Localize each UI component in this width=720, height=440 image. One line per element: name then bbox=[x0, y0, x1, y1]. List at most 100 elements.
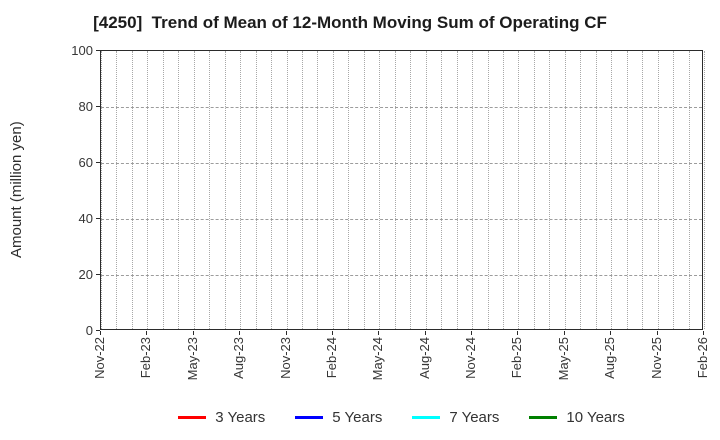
y-tick-mark bbox=[96, 162, 100, 163]
horizontal-gridline bbox=[101, 163, 702, 164]
x-tick-mark bbox=[563, 331, 565, 335]
y-tick-mark bbox=[96, 50, 100, 51]
y-tick-label: 20 bbox=[78, 266, 93, 282]
y-tick-mark bbox=[96, 106, 100, 107]
y-tick-mark bbox=[96, 274, 100, 275]
horizontal-gridline bbox=[101, 275, 702, 276]
x-tick-label: Aug-24 bbox=[416, 337, 432, 379]
vertical-gridline bbox=[425, 51, 427, 329]
x-tick-label: Nov-22 bbox=[92, 337, 107, 379]
x-tick-label: May-25 bbox=[555, 337, 571, 381]
y-tick-label: 0 bbox=[85, 322, 93, 338]
x-tick-mark bbox=[192, 331, 194, 335]
vertical-gridline bbox=[564, 51, 566, 329]
vertical-gridline bbox=[487, 51, 489, 329]
vertical-gridline bbox=[255, 51, 257, 329]
vertical-gridline bbox=[317, 51, 319, 329]
vertical-gridline bbox=[472, 51, 474, 329]
y-tick-mark bbox=[96, 330, 100, 331]
vertical-gridline bbox=[441, 51, 443, 329]
legend-item: 3 Years bbox=[178, 409, 265, 426]
vertical-gridline bbox=[642, 51, 644, 329]
vertical-gridline bbox=[178, 51, 180, 329]
legend-label: 7 Years bbox=[449, 408, 500, 426]
x-tick-label: Feb-26 bbox=[695, 337, 710, 379]
x-tick-label: Feb-24 bbox=[323, 337, 339, 379]
vertical-gridline bbox=[688, 51, 690, 329]
legend-item: 5 Years bbox=[295, 409, 382, 426]
vertical-gridline bbox=[271, 51, 273, 329]
legend-line-swatch bbox=[529, 415, 558, 419]
vertical-gridline bbox=[626, 51, 628, 329]
vertical-gridline bbox=[394, 51, 396, 329]
y-tick-label: 60 bbox=[78, 154, 93, 170]
x-tick-label: Nov-25 bbox=[648, 337, 664, 379]
x-tick-mark bbox=[424, 331, 426, 335]
x-tick-label: Aug-25 bbox=[602, 337, 618, 379]
vertical-gridline bbox=[518, 51, 520, 329]
x-tick-mark bbox=[378, 331, 380, 335]
vertical-gridline bbox=[131, 51, 133, 329]
legend-line-swatch bbox=[295, 415, 324, 419]
y-tick-label: 80 bbox=[78, 98, 93, 114]
x-tick-mark bbox=[331, 331, 333, 335]
x-tick-label: May-23 bbox=[184, 337, 200, 381]
vertical-gridline bbox=[379, 51, 381, 329]
legend-label: 3 Years bbox=[215, 408, 266, 426]
x-tick-mark bbox=[703, 331, 704, 335]
legend: 3 Years 5 Years 7 Years 10 Years bbox=[100, 405, 703, 429]
vertical-gridline bbox=[410, 51, 412, 329]
vertical-gridline bbox=[302, 51, 303, 329]
vertical-gridline bbox=[193, 51, 195, 329]
vertical-gridline bbox=[549, 51, 551, 329]
x-tick-mark bbox=[239, 331, 241, 335]
x-tick-label: Feb-23 bbox=[138, 337, 154, 379]
x-tick-label: Nov-24 bbox=[463, 337, 479, 379]
x-tick-mark bbox=[471, 331, 473, 335]
vertical-gridline bbox=[240, 51, 242, 329]
vertical-gridline bbox=[209, 51, 211, 329]
horizontal-gridline bbox=[101, 107, 702, 108]
vertical-gridline bbox=[224, 51, 226, 329]
vertical-gridline bbox=[286, 51, 288, 329]
y-tick-label: 40 bbox=[78, 210, 93, 226]
plot-area bbox=[100, 50, 705, 330]
legend-item: 7 Years bbox=[412, 409, 499, 426]
x-tick-label: May-24 bbox=[370, 337, 386, 381]
vertical-gridline bbox=[162, 51, 164, 329]
vertical-gridline bbox=[116, 51, 118, 329]
horizontal-gridline bbox=[101, 219, 702, 220]
vertical-gridline bbox=[595, 51, 597, 329]
y-tick-label: 100 bbox=[71, 42, 93, 58]
legend-label: 5 Years bbox=[332, 408, 383, 426]
x-tick-mark bbox=[285, 331, 287, 335]
vertical-gridline bbox=[363, 51, 365, 329]
vertical-gridline bbox=[657, 51, 659, 329]
vertical-gridline bbox=[611, 51, 613, 329]
legend-label: 10 Years bbox=[566, 408, 625, 426]
vertical-gridline bbox=[533, 51, 535, 329]
vertical-gridline bbox=[673, 51, 675, 329]
legend-line-swatch bbox=[412, 415, 441, 419]
vertical-gridline bbox=[503, 51, 504, 329]
vertical-gridline bbox=[348, 51, 350, 329]
x-tick-mark bbox=[100, 331, 101, 335]
x-tick-mark bbox=[146, 331, 148, 335]
vertical-gridline bbox=[456, 51, 458, 329]
x-tick-label: Nov-23 bbox=[277, 337, 293, 379]
vertical-gridline bbox=[332, 51, 334, 329]
vertical-gridline bbox=[580, 51, 582, 329]
y-tick-mark bbox=[96, 218, 100, 219]
y-axis-label: Amount (million yen) bbox=[8, 121, 25, 259]
vertical-gridline bbox=[101, 51, 102, 329]
x-tick-label: Aug-23 bbox=[231, 337, 247, 379]
x-tick-mark bbox=[610, 331, 612, 335]
legend-line-swatch bbox=[178, 415, 207, 419]
vertical-gridline bbox=[147, 51, 149, 329]
vertical-gridline bbox=[704, 51, 705, 329]
x-tick-mark bbox=[517, 331, 519, 335]
x-tick-mark bbox=[656, 331, 658, 335]
chart-title: [4250] Trend of Mean of 12-Month Moving … bbox=[93, 13, 607, 32]
x-tick-label: Feb-25 bbox=[509, 337, 525, 379]
